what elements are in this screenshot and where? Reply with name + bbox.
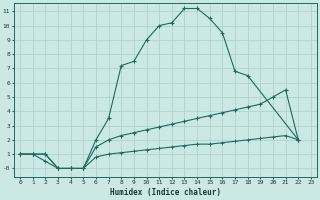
X-axis label: Humidex (Indice chaleur): Humidex (Indice chaleur) [110, 188, 221, 197]
